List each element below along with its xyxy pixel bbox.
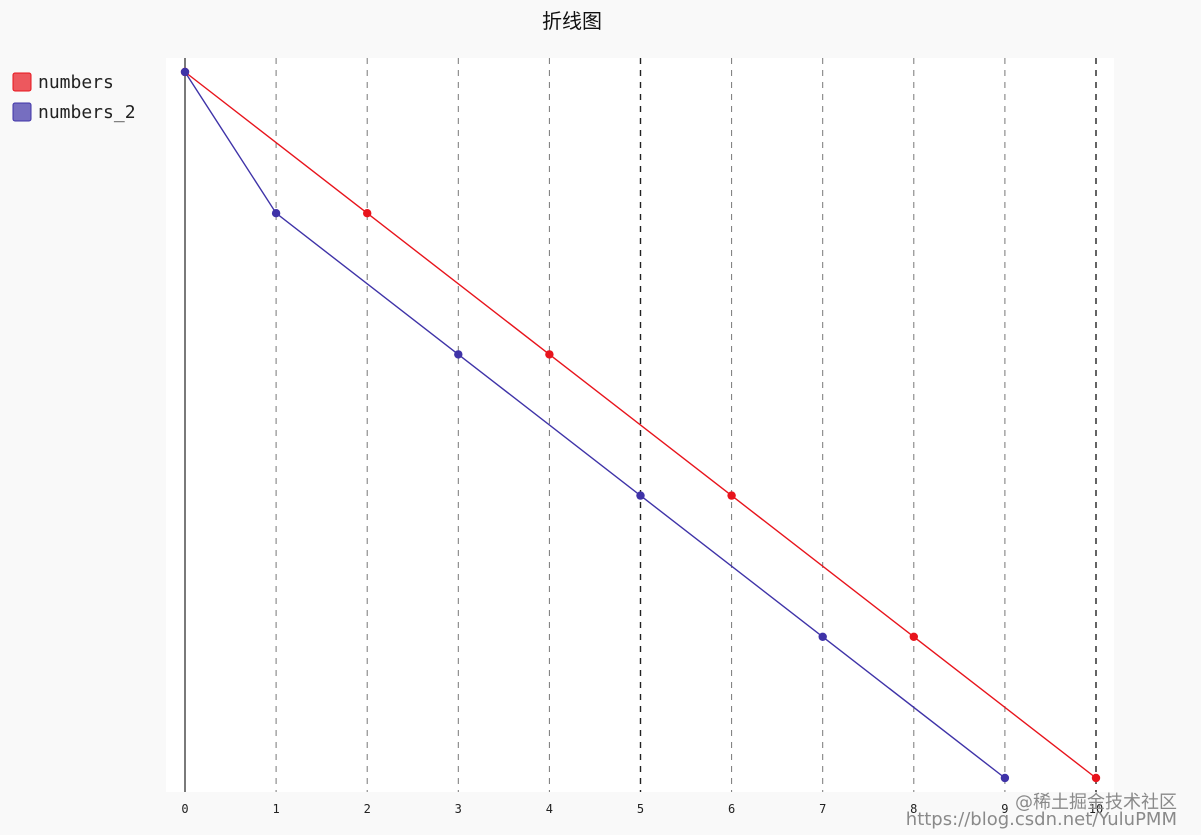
watermark-overlay: https://blog.csdn.net/YuluPMM bbox=[906, 809, 1177, 830]
point-numbers-2 bbox=[545, 350, 554, 359]
legend: numbers numbers_2 bbox=[12, 72, 136, 123]
legend-swatch-numbers bbox=[12, 72, 32, 92]
point-numbers-1 bbox=[363, 209, 372, 218]
x-tick-label-5: 5 bbox=[637, 802, 644, 816]
x-tick-labels: 0 1 2 3 4 5 6 7 8 9 10 bbox=[181, 802, 1103, 816]
x-tick-label-10: 10 bbox=[1089, 802, 1103, 816]
x-tick-label-4: 4 bbox=[546, 802, 553, 816]
legend-swatch-numbers_2 bbox=[12, 102, 32, 122]
grid-lines bbox=[275, 58, 1097, 792]
x-tick-label-7: 7 bbox=[819, 802, 826, 816]
point-numbers_2-0 bbox=[180, 67, 190, 77]
series-line-numbers bbox=[184, 71, 1097, 779]
x-tick-label-6: 6 bbox=[728, 802, 735, 816]
point-numbers_2-1 bbox=[271, 209, 281, 218]
series-layer bbox=[180, 67, 1101, 783]
point-numbers-4 bbox=[909, 632, 918, 641]
point-numbers_2-2 bbox=[454, 350, 463, 359]
x-tick-label-1: 1 bbox=[272, 802, 279, 816]
chart-title: 折线图 bbox=[542, 9, 602, 33]
point-numbers-5 bbox=[1091, 773, 1101, 783]
series-line-numbers_2 bbox=[184, 71, 1006, 779]
point-numbers-3 bbox=[727, 491, 736, 500]
x-tick-label-8: 8 bbox=[910, 802, 917, 816]
x-tick-label-3: 3 bbox=[455, 802, 462, 816]
x-tick-label-2: 2 bbox=[364, 802, 371, 816]
point-numbers_2-5 bbox=[1000, 773, 1010, 783]
point-numbers_2-4 bbox=[818, 632, 827, 641]
x-tick-label-0: 0 bbox=[181, 802, 188, 816]
point-numbers_2-3 bbox=[636, 491, 645, 500]
watermark: @稀土掘金技术社区 bbox=[1015, 792, 1177, 813]
legend-label-numbers: numbers bbox=[38, 72, 114, 93]
legend-label-numbers_2: numbers_2 bbox=[38, 102, 136, 123]
x-tick-label-9: 9 bbox=[1001, 802, 1008, 816]
